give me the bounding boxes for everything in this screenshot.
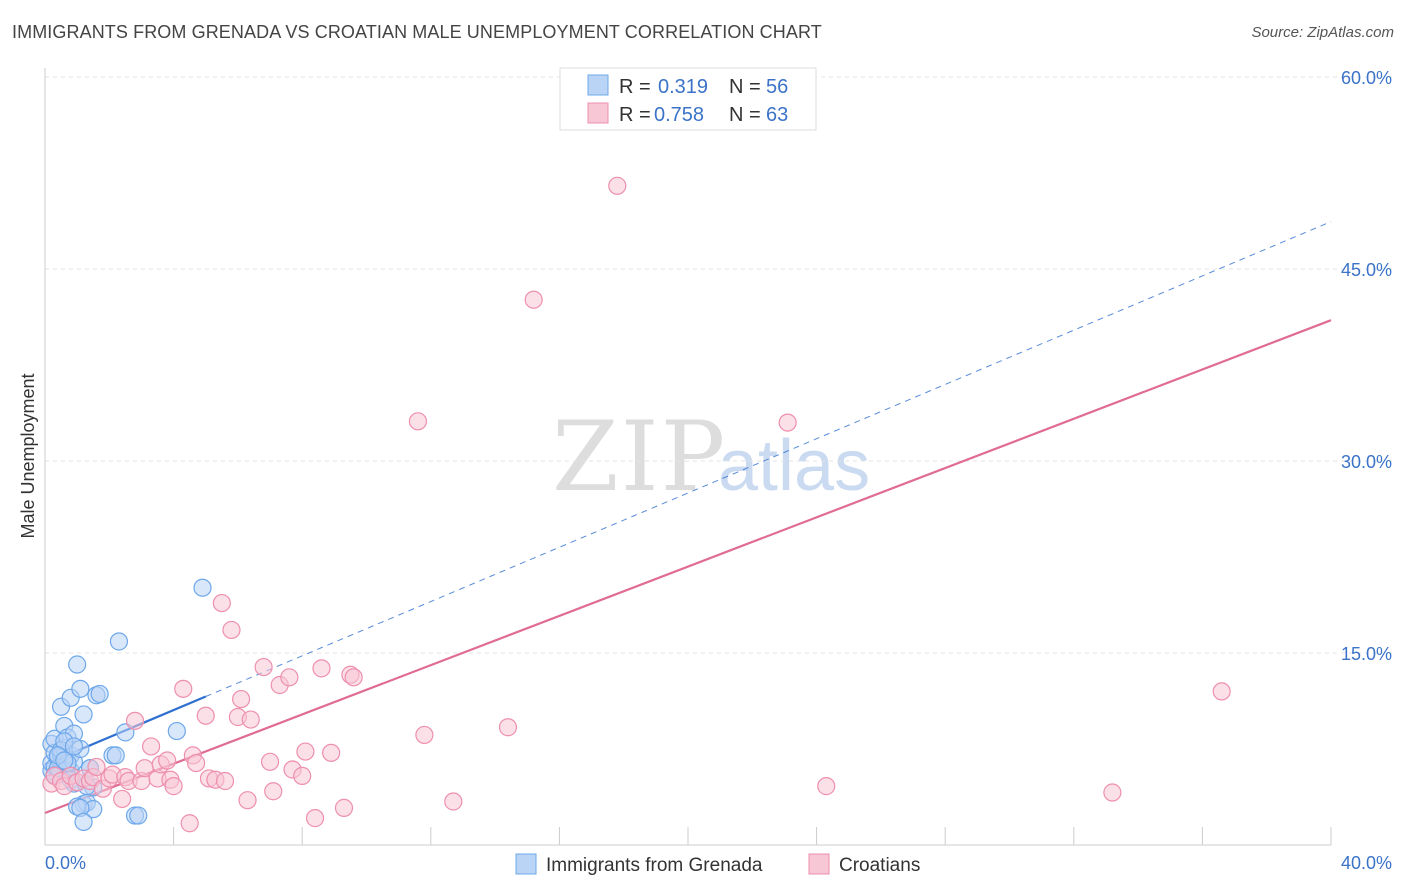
croatians-point: [498, 718, 518, 737]
legend: R = 0.319 N = 56 R = 0.758 N = 63: [559, 67, 817, 131]
gridlines: [45, 76, 1392, 654]
legend-r-label-croatians: R =: [619, 104, 651, 126]
croatians-point: [222, 620, 241, 640]
croatians-point: [312, 659, 331, 678]
croatians-point: [778, 413, 797, 432]
croatians-point: [232, 689, 251, 709]
grenada-point: [55, 751, 74, 770]
x-tick-label: 0.0%: [45, 853, 86, 873]
croatians-point: [1212, 682, 1231, 701]
croatians-point: [164, 777, 183, 796]
x-tick-label: 40.0%: [1341, 853, 1392, 873]
croatians-point: [260, 752, 280, 771]
grenada-point: [64, 737, 84, 756]
croatians-point: [817, 777, 836, 796]
grenada-point: [106, 746, 125, 765]
legend-n-label-croatians: N =: [729, 104, 761, 126]
croatians-point: [344, 668, 363, 687]
legend-n-label-grenada: N =: [729, 76, 761, 98]
bottom-legend: Immigrants from Grenada Croatians: [515, 853, 920, 876]
croatians-point: [212, 593, 231, 613]
y-tick-label: 15.0%: [1341, 644, 1392, 664]
watermark-zip: ZIP: [552, 401, 727, 513]
y-tick-label: 60.0%: [1341, 68, 1392, 88]
croatians-point: [238, 791, 257, 810]
croatians-point: [524, 290, 543, 309]
chart-source: Source: ZipAtlas.com: [1251, 24, 1394, 41]
croatians-point: [415, 725, 434, 745]
watermark-atlas: atlas: [718, 426, 870, 506]
bottom-legend-label-grenada: Immigrants from Grenada: [546, 855, 763, 876]
croatians-point: [254, 657, 273, 677]
croatians-point: [87, 757, 106, 777]
grenada-point: [74, 705, 93, 724]
bottom-legend-label-croatians: Croatians: [839, 855, 920, 876]
y-tick-labels: 15.0% 30.0% 45.0% 60.0%: [1341, 68, 1392, 664]
chart-title: IMMIGRANTS FROM GRENADA VS CROATIAN MALE…: [12, 22, 822, 42]
legend-swatch-croatians: [587, 102, 609, 124]
grenada-point: [71, 679, 90, 698]
grenada-point: [68, 655, 87, 674]
grenada-point: [167, 721, 186, 741]
croatians-point: [296, 742, 315, 761]
croatians-point: [334, 798, 354, 817]
croatians-point: [113, 789, 132, 809]
croatians-point: [608, 176, 627, 195]
croatians-point: [280, 668, 299, 687]
croatians-point: [264, 782, 283, 801]
y-tick-label: 45.0%: [1341, 260, 1392, 280]
croatians-point: [215, 771, 235, 791]
croatians-point: [158, 751, 177, 770]
data-points: [42, 176, 1231, 833]
croatians-point: [1103, 783, 1122, 802]
legend-n-value-grenada: 56: [766, 76, 788, 98]
legend-n-value-croatians: 63: [766, 104, 788, 126]
grenada-point: [90, 684, 109, 704]
croatians-point: [180, 814, 199, 833]
legend-r-value-croatians: 0.758: [654, 104, 704, 126]
croatians-point: [141, 737, 161, 756]
croatians-point: [322, 743, 341, 762]
legend-r-value-grenada: 0.319: [658, 76, 708, 98]
croatians-point: [125, 711, 145, 730]
y-tick-label: 30.0%: [1341, 452, 1392, 472]
croatians-point: [187, 753, 206, 773]
croatians-point: [241, 710, 260, 729]
croatians-point: [293, 766, 312, 785]
axes: [44, 68, 1332, 846]
legend-swatch-grenada: [587, 74, 609, 96]
croatians-point: [444, 792, 463, 811]
y-axis-label: Male Unemployment: [18, 373, 38, 538]
croatians-point: [196, 706, 215, 725]
croatians-point: [305, 809, 325, 828]
bottom-legend-swatch-croatians: [808, 853, 830, 875]
legend-r-label-grenada: R =: [619, 76, 651, 98]
grenada-point: [193, 578, 212, 597]
x-tick-labels: 0.0% 40.0%: [45, 853, 1392, 873]
grenada-trend-dashed: [205, 221, 1332, 697]
grenada-point: [109, 632, 129, 651]
croatians-trend-line: [44, 319, 1332, 815]
grenada-point: [74, 812, 93, 832]
bottom-legend-swatch-grenada: [515, 853, 537, 875]
croatians-point: [408, 412, 428, 431]
watermark: ZIP atlas: [552, 401, 870, 513]
croatians-point: [174, 679, 193, 698]
grenada-point: [129, 806, 148, 825]
